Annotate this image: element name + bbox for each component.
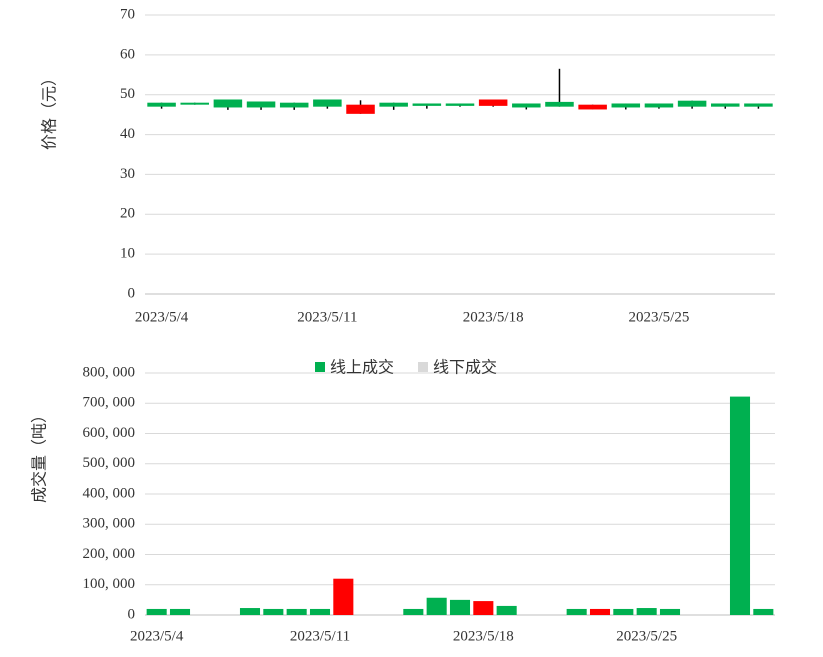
y-tick-label: 10: [120, 246, 135, 262]
y-tick-label: 700, 000: [83, 395, 136, 411]
x-tick-label: 2023/5/4: [135, 309, 189, 325]
bar: [566, 608, 587, 615]
bar: [403, 608, 424, 615]
bar: [636, 608, 657, 615]
y-tick-label: 800, 000: [83, 364, 136, 380]
bar: [286, 608, 307, 615]
bar: [169, 608, 191, 615]
y-tick-label: 200, 000: [83, 546, 136, 562]
candle-body: [279, 102, 309, 108]
x-tick-label: 2023/5/18: [453, 628, 514, 644]
candle-body: [711, 103, 740, 107]
candle-body: [346, 104, 375, 114]
bar: [659, 608, 681, 615]
x-tick-label: 2023/5/25: [629, 309, 690, 325]
y-tick-label: 300, 000: [83, 516, 136, 532]
candle-body: [180, 102, 209, 105]
bar: [613, 608, 634, 615]
y-tick-label: 0: [128, 285, 136, 301]
bar: [239, 608, 261, 615]
x-tick-label: 2023/5/25: [616, 628, 677, 644]
bar: [146, 608, 167, 615]
y-tick-label: 0: [128, 606, 136, 622]
candle-body: [545, 101, 574, 107]
bar: [473, 601, 494, 615]
bar: [729, 396, 751, 615]
y-tick-label: 20: [120, 206, 135, 222]
bar: [426, 597, 447, 615]
candle-body: [578, 104, 607, 110]
legend-swatch: [315, 362, 325, 372]
candle-body: [246, 101, 276, 108]
y-tick-label: 30: [120, 166, 135, 182]
candle-body: [379, 102, 408, 107]
bar: [449, 599, 471, 615]
x-tick-label: 2023/5/11: [290, 628, 350, 644]
y-tick-label: 40: [120, 126, 135, 142]
legend-swatch: [418, 362, 428, 372]
x-tick-label: 2023/5/4: [130, 628, 184, 644]
candle-body: [478, 99, 508, 106]
candle-body: [213, 99, 243, 108]
bar: [589, 608, 611, 615]
bar: [309, 608, 331, 615]
y-tick-label: 60: [120, 46, 135, 62]
y-axis-label: 成交量（吨）: [30, 407, 49, 503]
bar: [263, 608, 284, 615]
legend-label: 线上成交: [330, 358, 394, 377]
candle-body: [512, 103, 541, 108]
candle-body: [445, 103, 475, 106]
y-tick-label: 100, 000: [83, 576, 136, 592]
y-axis-label: 价格（元）: [40, 70, 59, 150]
candle-body: [677, 100, 707, 107]
candle-body: [611, 103, 641, 108]
x-tick-label: 2023/5/18: [463, 309, 524, 325]
candle-body: [313, 99, 342, 107]
x-tick-label: 2023/5/11: [297, 309, 357, 325]
y-tick-label: 70: [120, 6, 135, 22]
candle-body: [147, 102, 176, 107]
y-tick-label: 50: [120, 86, 135, 102]
y-tick-label: 600, 000: [83, 425, 136, 441]
bar: [496, 605, 517, 615]
y-tick-label: 500, 000: [83, 455, 136, 471]
candle-body: [744, 103, 773, 107]
y-tick-label: 400, 000: [83, 485, 136, 501]
legend-label: 线下成交: [433, 358, 497, 377]
candle-body: [644, 103, 674, 108]
candle-body: [412, 103, 442, 106]
bar: [753, 608, 774, 615]
bar: [333, 578, 354, 615]
